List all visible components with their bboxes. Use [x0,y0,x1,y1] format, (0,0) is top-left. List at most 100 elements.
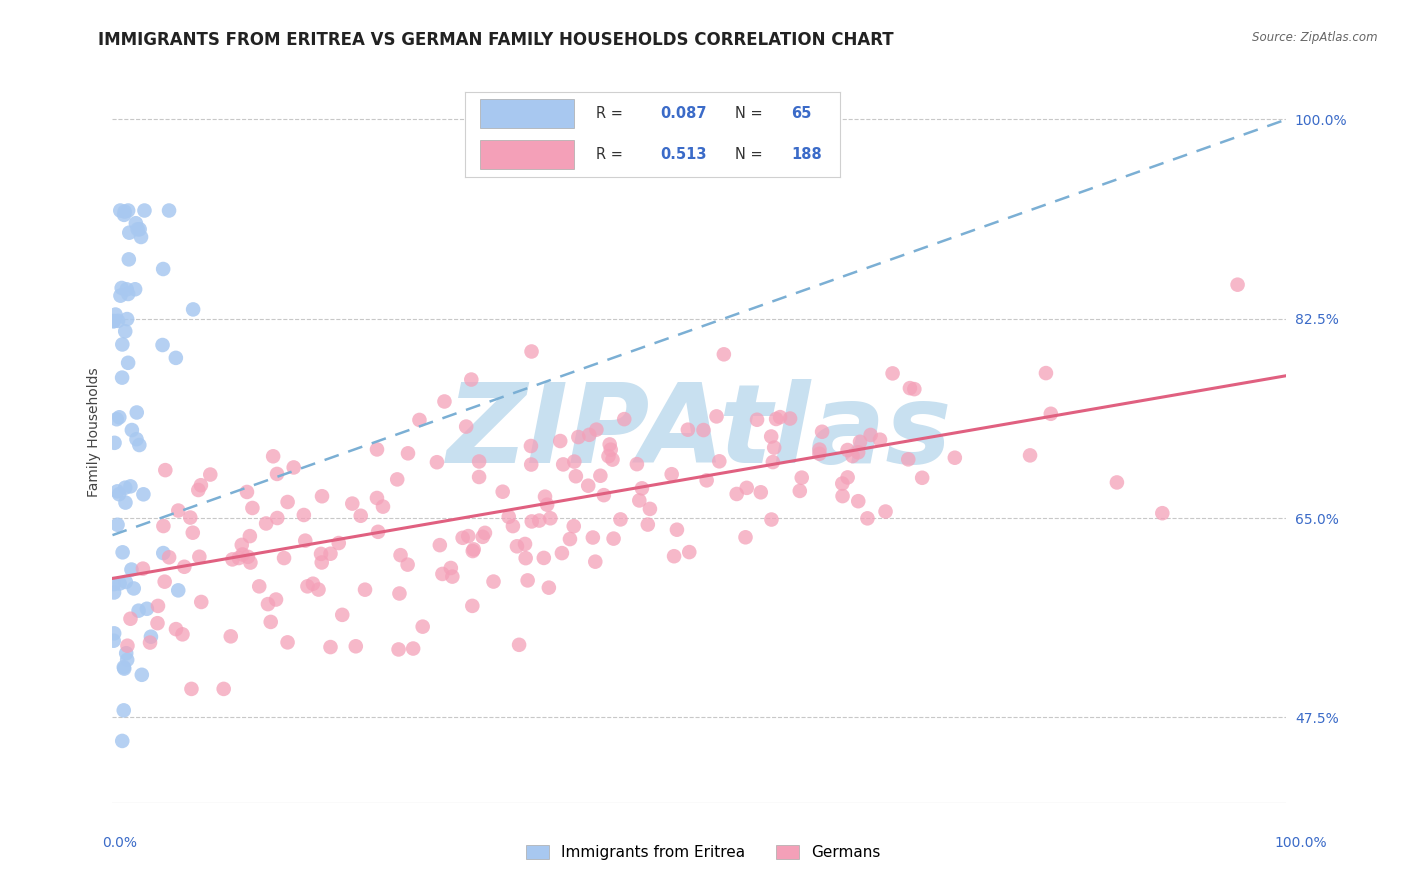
Point [139,630,162,644]
Point [461,544,484,558]
Point [515,551,537,566]
Point [319,547,342,561]
Point [117,639,139,653]
Point [108,576,131,591]
Point [152,338,174,352]
Point [460,373,482,387]
Point [120,612,142,626]
Point [533,550,555,565]
Point [292,508,315,522]
Point [735,481,758,495]
Point [257,597,280,611]
Point [602,452,624,467]
Point [190,595,212,609]
Point [520,515,543,529]
Point [1105,475,1128,490]
Point [180,681,202,696]
Point [831,476,853,491]
Point [155,463,177,477]
Point [120,479,142,493]
Point [308,582,330,597]
Point [769,410,792,425]
Point [565,469,588,483]
Point [366,491,388,505]
Point [763,441,786,455]
Point [441,569,464,583]
Point [114,574,136,589]
Point [167,503,190,517]
Point [538,511,561,525]
Point [408,413,430,427]
Point [167,583,190,598]
Point [242,500,264,515]
Point [131,668,153,682]
Point [696,474,718,488]
Point [440,561,463,575]
Point [508,638,530,652]
Point [120,562,142,576]
Point [456,419,478,434]
Point [662,549,685,564]
Point [129,230,152,244]
Point [239,556,262,570]
Point [583,555,606,569]
Point [433,394,456,409]
Point [266,467,288,481]
Point [713,347,735,361]
Point [107,314,129,328]
Point [118,252,141,267]
Point [283,460,305,475]
Point [762,455,785,469]
Point [114,481,136,495]
Point [598,449,620,463]
Point [107,517,129,532]
Point [831,489,853,503]
Point [124,282,146,296]
Point [172,627,194,641]
Point [200,467,222,482]
Point [127,222,149,236]
Point [262,450,284,464]
Point [165,622,187,636]
Point [765,412,787,426]
Point [114,324,136,338]
Point [128,222,150,236]
Point [869,433,891,447]
Text: 0.0%: 0.0% [103,836,136,850]
Point [396,558,419,572]
Point [132,487,155,501]
Point [273,551,295,566]
Point [846,445,869,459]
Point [749,485,772,500]
Point [122,582,145,596]
Point [111,370,134,384]
Point [165,351,187,365]
Point [412,620,434,634]
Point [277,635,299,649]
Point [110,288,132,302]
Point [548,434,571,448]
Point [179,510,201,524]
Point [108,410,131,425]
Point [451,531,474,545]
Point [173,559,195,574]
Point [661,467,683,482]
Point [1039,407,1062,421]
Point [311,556,333,570]
Point [536,498,558,512]
Point [474,525,496,540]
Point [745,413,768,427]
Y-axis label: Family Households: Family Households [87,368,101,498]
Point [152,262,174,277]
Point [638,502,661,516]
Point [502,519,524,533]
Point [128,438,150,452]
Point [706,409,728,424]
Point [585,423,607,437]
Legend: Immigrants from Eritrea, Germans: Immigrants from Eritrea, Germans [520,839,886,866]
Point [111,281,134,295]
Point [114,495,136,509]
Point [115,646,138,660]
Point [558,532,581,546]
Point [103,577,125,591]
